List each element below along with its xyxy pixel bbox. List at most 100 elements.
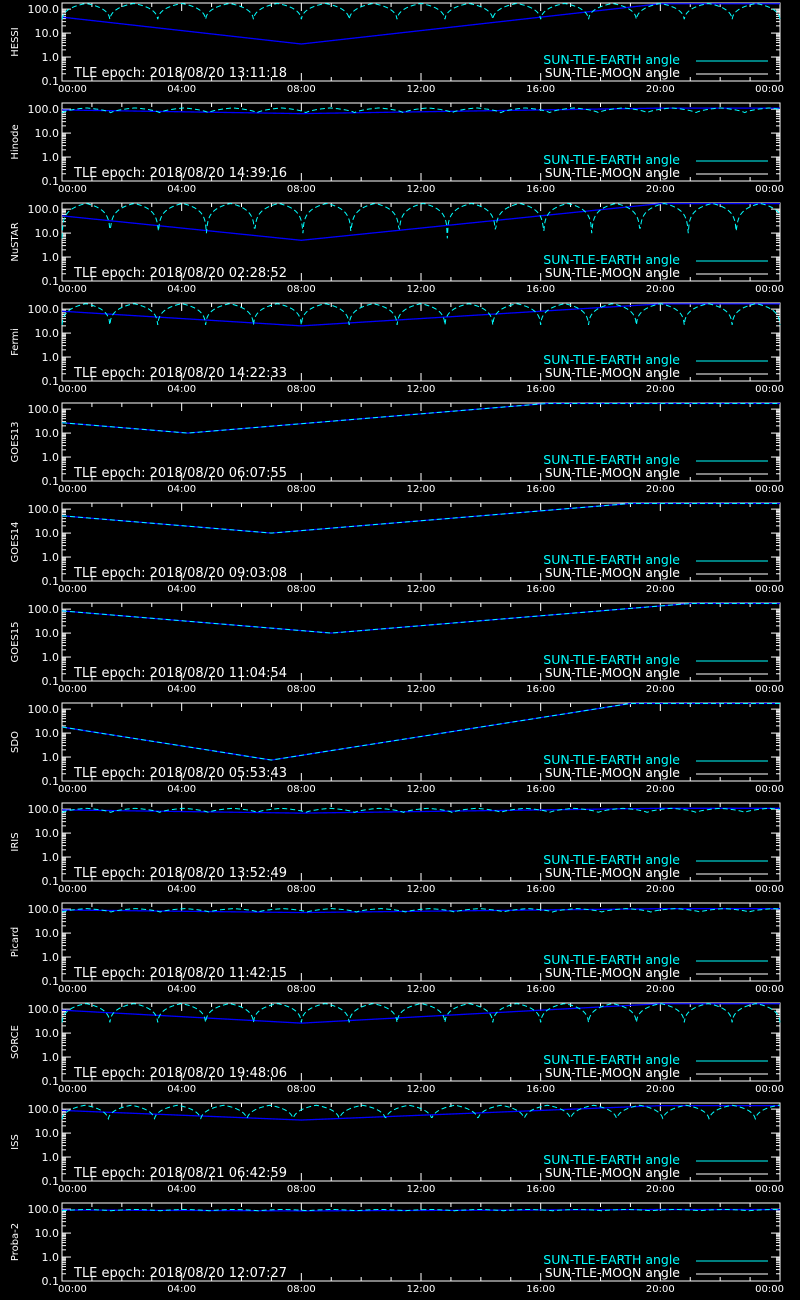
legend-moon-label: SUN-TLE-MOON angle [545, 1065, 681, 1080]
earth-angle-line [61, 303, 781, 325]
satellite-name: Fermi [10, 328, 21, 356]
epoch-label: TLE epoch: 2018/08/20 19:48:06 [73, 1066, 287, 1081]
panel-sorce: 100.010.01.00.100:00 04:00 08:00 12:00 16:00… [10, 1002, 784, 1095]
y-tick-label: 10.0 [35, 827, 60, 840]
x-tick-label: 00:00 [755, 684, 784, 695]
y-tick-label: 100.0 [28, 303, 60, 316]
x-tick-label: 04:00 [167, 184, 196, 195]
x-tick-label: 16:00 [526, 1084, 555, 1095]
x-tick-label: 08:00 [287, 84, 316, 95]
x-tick-label: 20:00 [646, 584, 675, 595]
y-tick-label: 0.1 [42, 675, 60, 688]
legend-moon-label: SUN-TLE-MOON angle [545, 265, 681, 280]
x-tick-label: 00:00 [58, 184, 87, 195]
legend-moon-label: SUN-TLE-MOON angle [545, 65, 681, 80]
x-tick-label: 04:00 [167, 84, 196, 95]
x-tick-label: 20:00 [646, 984, 675, 995]
moon-angle-line [61, 1208, 780, 1212]
x-tick-label: 12:00 [407, 1184, 436, 1195]
x-tick-label: 20:00 [646, 284, 675, 295]
x-tick-label: 00:00 [58, 1084, 87, 1095]
y-tick-label: 100.0 [28, 503, 60, 516]
y-tick-label: 10.0 [35, 227, 60, 240]
x-tick-label: 00:00 [755, 284, 784, 295]
y-tick-label: 1.0 [42, 951, 60, 964]
x-tick-label: 16:00 [526, 1284, 555, 1295]
y-tick-label: 100.0 [28, 803, 60, 816]
y-tick-label: 100.0 [28, 403, 60, 416]
x-tick-label: 20:00 [646, 784, 675, 795]
epoch-label: TLE epoch: 2018/08/20 14:22:33 [73, 366, 287, 381]
x-tick-label: 20:00 [646, 884, 675, 895]
x-tick-label: 12:00 [407, 84, 436, 95]
y-tick-label: 100.0 [28, 603, 60, 616]
x-tick-label: 00:00 [755, 384, 784, 395]
x-tick-label: 00:00 [755, 1084, 784, 1095]
epoch-label: TLE epoch: 2018/08/20 06:07:55 [73, 466, 287, 481]
x-tick-label: 16:00 [526, 584, 555, 595]
x-tick-label: 00:00 [58, 784, 87, 795]
epoch-label: TLE epoch: 2018/08/20 13:11:18 [73, 66, 287, 81]
y-tick-label: 0.1 [42, 1275, 60, 1288]
y-tick-label: 0.1 [42, 975, 60, 988]
panel-hessi: 100.010.01.00.100:00 04:00 08:00 12:00 16:00… [10, 2, 784, 95]
x-tick-label: 04:00 [167, 284, 196, 295]
satellite-name: GOES15 [10, 621, 21, 662]
x-tick-label: 16:00 [526, 84, 555, 95]
y-tick-label: 10.0 [35, 527, 60, 540]
x-tick-label: 16:00 [526, 884, 555, 895]
x-tick-label: 12:00 [407, 184, 436, 195]
y-tick-label: 100.0 [28, 703, 60, 716]
y-tick-label: 10.0 [35, 427, 60, 440]
x-tick-label: 00:00 [58, 1184, 87, 1195]
moon-angle-line [61, 908, 780, 914]
y-tick-label: 100.0 [28, 3, 60, 16]
legend-earth-label: SUN-TLE-EARTH angle [543, 352, 680, 367]
epoch-label: TLE epoch: 2018/08/20 02:28:52 [73, 266, 287, 281]
x-tick-label: 08:00 [287, 1084, 316, 1095]
moon-angle-line [61, 202, 780, 241]
legend-moon-label: SUN-TLE-MOON angle [545, 665, 681, 680]
x-tick-label: 08:00 [287, 984, 316, 995]
epoch-label: TLE epoch: 2018/08/20 12:07:27 [73, 1266, 287, 1281]
x-tick-label: 00:00 [755, 184, 784, 195]
y-tick-label: 1.0 [42, 651, 60, 664]
x-tick-label: 20:00 [646, 1284, 675, 1295]
x-tick-label: 04:00 [167, 784, 196, 795]
x-tick-label: 12:00 [407, 784, 436, 795]
epoch-label: TLE epoch: 2018/08/20 14:39:16 [73, 166, 287, 181]
y-tick-label: 10.0 [35, 1027, 60, 1040]
x-tick-label: 16:00 [526, 984, 555, 995]
x-tick-label: 20:00 [646, 1184, 675, 1195]
legend-earth-label: SUN-TLE-EARTH angle [543, 52, 680, 67]
epoch-label: TLE epoch: 2018/08/20 13:52:49 [73, 866, 287, 881]
x-tick-label: 04:00 [167, 884, 196, 895]
x-tick-label: 08:00 [287, 584, 316, 595]
epoch-label: TLE epoch: 2018/08/20 09:03:08 [73, 566, 287, 581]
legend-earth-label: SUN-TLE-EARTH angle [543, 1152, 680, 1167]
y-tick-label: 0.1 [42, 175, 60, 188]
legend-earth-label: SUN-TLE-EARTH angle [543, 752, 680, 767]
panel-hinode: 100.010.01.00.100:00 04:00 08:00 12:00 16:00… [10, 102, 784, 195]
x-tick-label: 08:00 [287, 184, 316, 195]
x-tick-label: 08:00 [287, 384, 316, 395]
x-tick-label: 04:00 [167, 1184, 196, 1195]
y-tick-label: 0.1 [42, 575, 60, 588]
x-tick-label: 08:00 [287, 784, 316, 795]
x-tick-label: 00:00 [58, 284, 87, 295]
x-tick-label: 08:00 [287, 484, 316, 495]
x-tick-label: 00:00 [58, 1284, 87, 1295]
legend-moon-label: SUN-TLE-MOON angle [545, 1165, 681, 1180]
x-tick-label: 00:00 [58, 884, 87, 895]
x-tick-label: 20:00 [646, 384, 675, 395]
earth-angle-line [61, 502, 780, 534]
legend-earth-label: SUN-TLE-EARTH angle [543, 652, 680, 667]
y-tick-label: 1.0 [42, 1151, 60, 1164]
y-tick-label: 10.0 [35, 927, 60, 940]
y-tick-label: 100.0 [28, 1003, 60, 1016]
epoch-label: TLE epoch: 2018/08/21 06:42:59 [73, 1166, 287, 1181]
x-tick-label: 08:00 [287, 684, 316, 695]
x-tick-label: 04:00 [167, 484, 196, 495]
satellite-name: ISS [10, 1134, 21, 1150]
